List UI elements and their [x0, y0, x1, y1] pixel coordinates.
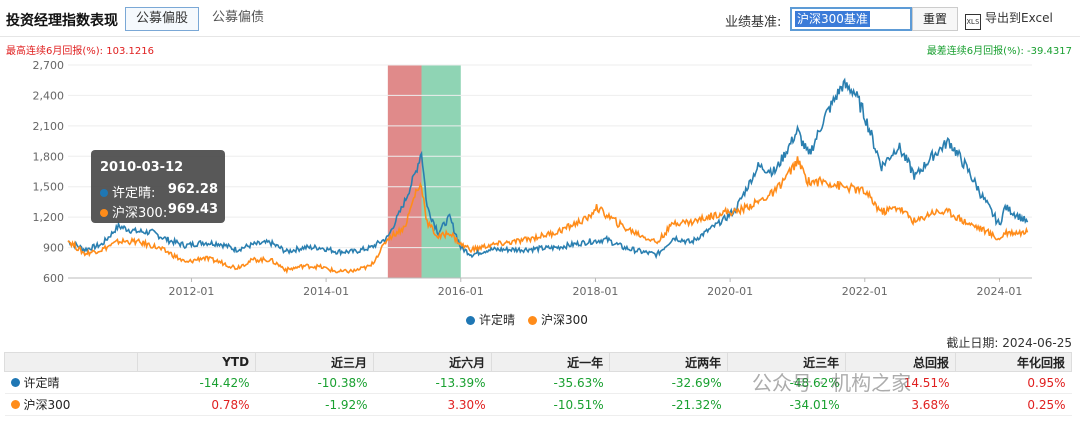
cell-6m: 3.30%	[373, 393, 492, 416]
series-dot-icon	[100, 209, 108, 217]
x-tick-label: 2014-01	[303, 285, 349, 298]
y-tick-label: 1,500	[33, 181, 65, 194]
cell-3y: -34.01%	[727, 393, 846, 416]
table-header: 近一年	[491, 352, 611, 372]
export-label: 导出到Excel	[985, 11, 1053, 25]
table-header: 年化回报	[954, 352, 1073, 372]
tooltip-series-name: 沪深300:	[112, 206, 168, 221]
cell-6m: -13.39%	[373, 371, 492, 394]
table-header: 总回报	[845, 352, 956, 372]
series-dot-icon	[10, 400, 20, 409]
row-name: 许定晴	[23, 376, 60, 390]
performance-chart[interactable]: 2,700 2,400 2,100 1,800 1,500 1,200 900 600 201…	[0, 40, 1080, 340]
table-row[interactable]: 沪深300 0.78% -1.92% 3.30% -10.51% -21.32%…	[4, 393, 1072, 416]
row-name-cell: 许定晴	[4, 371, 138, 394]
x-tick-label: 2012-01	[168, 285, 214, 298]
tooltip-series-value: 962.28	[167, 182, 218, 197]
page-title: 投资经理指数表现	[6, 13, 118, 29]
cell-total: 14.51%	[845, 371, 956, 394]
cell-2y: -32.69%	[609, 371, 728, 394]
watermark: 公众号 · 机构之家	[752, 371, 912, 395]
y-tick-label: 600	[43, 272, 64, 285]
tooltip-row-manager: 许定晴: 962.28	[100, 182, 218, 201]
y-tick-label: 1,800	[33, 150, 65, 163]
table-header: 近两年	[609, 352, 729, 372]
tab-equity-funds[interactable]: 公募偏股	[125, 7, 200, 31]
legend-dot-icon	[528, 316, 537, 325]
legend-item-index[interactable]: 沪深300	[528, 311, 588, 328]
cell-ytd: -14.42%	[137, 371, 256, 394]
returns-table: YTD 近三月 近六月 近一年 近两年 近三年 总回报 年化回报 许定晴 -14…	[4, 352, 1073, 416]
table-header-row: YTD 近三月 近六月 近一年 近两年 近三年 总回报 年化回报	[4, 352, 1073, 372]
cell-3m: -1.92%	[255, 393, 374, 416]
y-tick-label: 900	[43, 242, 64, 255]
y-tick-label: 2,100	[33, 120, 65, 133]
row-name-cell: 沪深300	[4, 393, 138, 416]
tooltip-date: 2010-03-12	[100, 160, 184, 175]
worst-6m-return: 最差连续6月回报(%): -39.4317	[926, 46, 1072, 57]
cell-ytd: 0.78%	[137, 393, 256, 416]
table-header: 近三年	[727, 352, 847, 372]
chart-tooltip: 2010-03-12 许定晴: 962.28 沪深300: 969.43	[91, 150, 225, 223]
x-tick-label: 2016-01	[438, 285, 484, 298]
cell-annualized: 0.25%	[955, 393, 1072, 416]
benchmark-label: 业绩基准:	[725, 15, 782, 30]
as-of-date: 截止日期: 2024-06-25	[946, 336, 1072, 350]
tab-bond-funds[interactable]: 公募偏债	[212, 10, 265, 25]
x-tick-label: 2024-01	[976, 285, 1022, 298]
x-tick-label: 2018-01	[572, 285, 618, 298]
legend-label: 许定晴	[479, 313, 516, 327]
series-line-manager	[67, 77, 1029, 260]
cell-total: 3.68%	[845, 393, 956, 416]
table-header: 近三月	[255, 352, 375, 372]
benchmark-input[interactable]: 沪深300基准	[790, 7, 912, 31]
benchmark-value: 沪深300基准	[795, 11, 870, 27]
table-header: 近六月	[373, 352, 493, 372]
series-dot-icon	[100, 189, 108, 197]
reset-button[interactable]: 重置	[912, 7, 958, 31]
table-row[interactable]: 许定晴 -14.42% -10.38% -13.39% -35.63% -32.…	[4, 371, 1072, 394]
legend-label: 沪深300	[541, 313, 588, 327]
cell-1y: -10.51%	[491, 393, 610, 416]
toolbar: 投资经理指数表现 公募偏股 公募偏债 业绩基准: 沪深300基准 重置 XLS 导…	[0, 0, 1080, 37]
cell-2y: -21.32%	[609, 393, 728, 416]
legend-item-manager[interactable]: 许定晴	[466, 311, 515, 328]
cell-3m: -10.38%	[255, 371, 374, 394]
row-name: 沪深300	[23, 398, 71, 412]
series-line-index	[67, 156, 1029, 275]
highlight-band	[421, 65, 461, 278]
legend-dot-icon	[466, 316, 475, 325]
tooltip-series-value: 969.43	[167, 202, 218, 217]
y-tick-label: 2,400	[33, 89, 65, 102]
best-6m-return: 最高连续6月回报(%): 103.1216	[6, 46, 154, 57]
table-header: YTD	[136, 352, 257, 372]
export-excel-button[interactable]: XLS 导出到Excel	[965, 9, 1053, 30]
y-tick-label: 1,200	[33, 211, 65, 224]
y-tick-label: 2,700	[33, 59, 65, 72]
tooltip-series-name: 许定晴:	[112, 186, 156, 201]
tooltip-row-index: 沪深300: 969.43	[100, 202, 218, 221]
x-tick-label: 2020-01	[707, 285, 753, 298]
cell-annualized: 0.95%	[955, 371, 1072, 394]
cell-1y: -35.63%	[491, 371, 610, 394]
series-dot-icon	[10, 378, 20, 387]
x-tick-label: 2022-01	[842, 285, 888, 298]
excel-icon: XLS	[965, 14, 981, 30]
table-header	[4, 352, 138, 372]
cell-3y: -48.62%	[727, 371, 846, 394]
